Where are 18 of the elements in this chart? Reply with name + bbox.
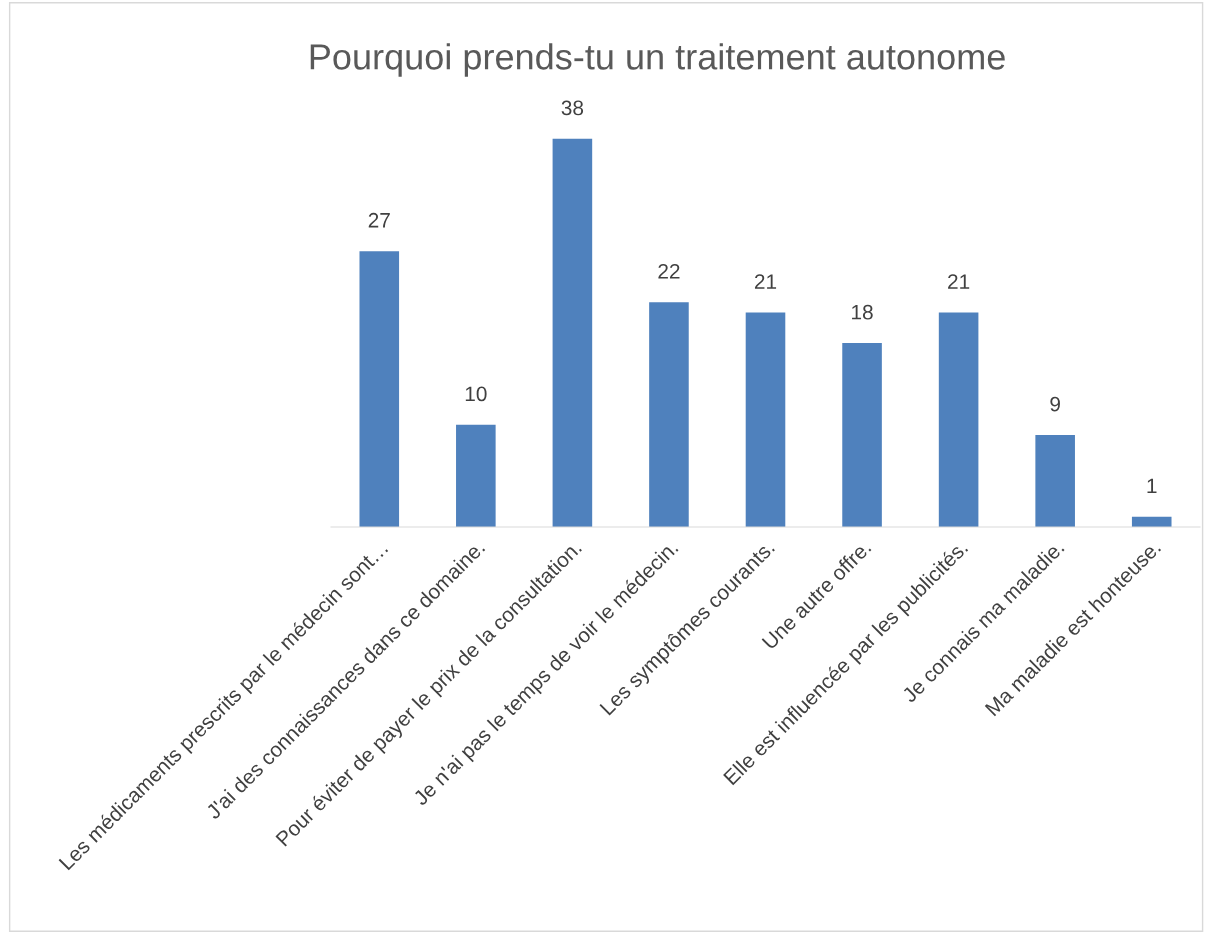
bar [649, 302, 689, 527]
data-label: 21 [754, 274, 777, 289]
data-label: 18 [852, 304, 873, 320]
bar [938, 312, 979, 527]
data-label: 10 [465, 386, 487, 402]
data-label: 27 [368, 212, 390, 228]
bar [552, 138, 593, 527]
bar [359, 251, 400, 527]
bar [1035, 435, 1075, 527]
data-label: 38 [561, 100, 584, 116]
data-label: 21 [948, 274, 970, 289]
bar [842, 343, 882, 527]
data-label: 1 [1147, 478, 1157, 494]
bar [456, 424, 496, 527]
data-label: 9 [1050, 396, 1060, 412]
chart-title: Pourquoi prends-tu un traitement autonome [310, 43, 1005, 77]
bar [745, 312, 786, 527]
data-label: 22 [658, 263, 680, 279]
